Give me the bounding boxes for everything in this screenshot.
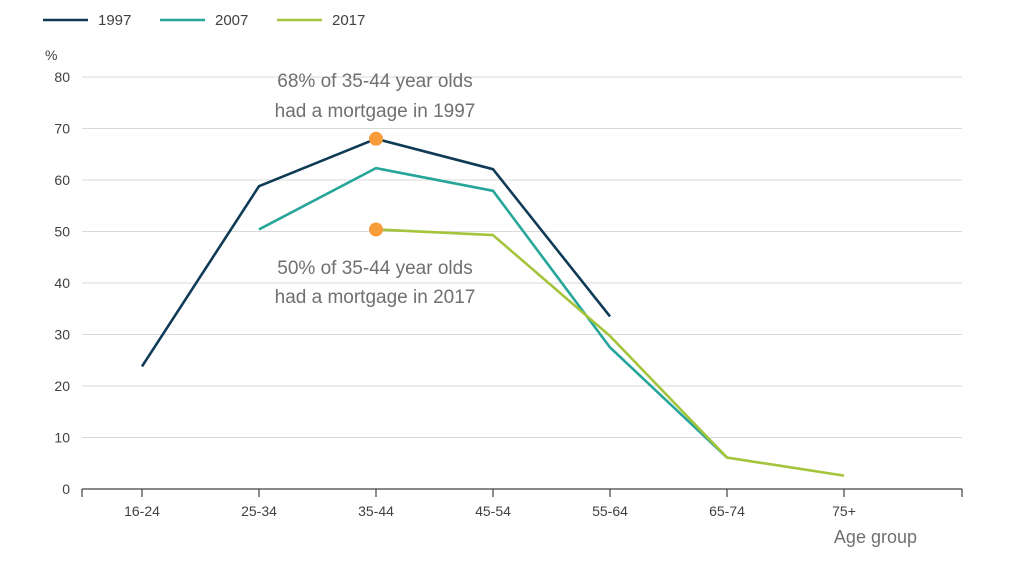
y-tick-label-80: 80: [54, 69, 70, 85]
legend-label-1997: 1997: [98, 12, 131, 29]
x-axis: 16-24 25-34 35-44 45-54 55-64 65-74 75+: [81, 488, 963, 519]
x-tick-label-35-44: 35-44: [358, 503, 394, 519]
annotation-2017-line-2: had a mortgage in 2017: [275, 287, 476, 308]
annotations: 68% of 35-44 year olds had a mortgage in…: [275, 71, 476, 308]
series-line-2017: [375, 228, 845, 477]
y-tick-label-40: 40: [54, 275, 70, 291]
y-axis-unit: %: [45, 47, 57, 63]
annotation-1997-line-2: had a mortgage in 1997: [275, 101, 476, 122]
y-axis-ticks: 0 10 20 30 40 50 60 70 80: [54, 69, 70, 497]
highlight-point-1: [369, 222, 383, 237]
x-tick-label-55-64: 55-64: [592, 503, 628, 519]
highlight-point-0: [369, 131, 383, 146]
x-tick-label-45-54: 45-54: [475, 503, 511, 519]
gridlines: [82, 76, 962, 438]
y-tick-label-10: 10: [54, 430, 70, 446]
y-tick-label-70: 70: [54, 121, 70, 137]
series-line-2007: [258, 166, 728, 459]
y-tick-label-20: 20: [54, 378, 70, 394]
legend-label-2017: 2017: [332, 12, 365, 29]
x-axis-title: Age group: [834, 527, 917, 547]
x-tick-label-75+: 75+: [832, 503, 856, 519]
y-tick-label-30: 30: [54, 327, 70, 343]
annotation-2017-line-1: 50% of 35-44 year olds: [277, 258, 472, 279]
annotation-1997-line-1: 68% of 35-44 year olds: [277, 71, 472, 92]
x-tick-label-65-74: 65-74: [709, 503, 745, 519]
x-tick-label-16-24: 16-24: [124, 503, 160, 519]
y-tick-label-50: 50: [54, 224, 70, 240]
x-tick-label-25-34: 25-34: [241, 503, 277, 519]
y-tick-label-0: 0: [62, 481, 70, 497]
series-lines: [140, 137, 845, 477]
y-tick-label-60: 60: [54, 172, 70, 188]
highlight-points: [369, 131, 383, 237]
legend: 1997 2007 2017: [43, 12, 365, 29]
legend-label-2007: 2007: [215, 12, 248, 29]
